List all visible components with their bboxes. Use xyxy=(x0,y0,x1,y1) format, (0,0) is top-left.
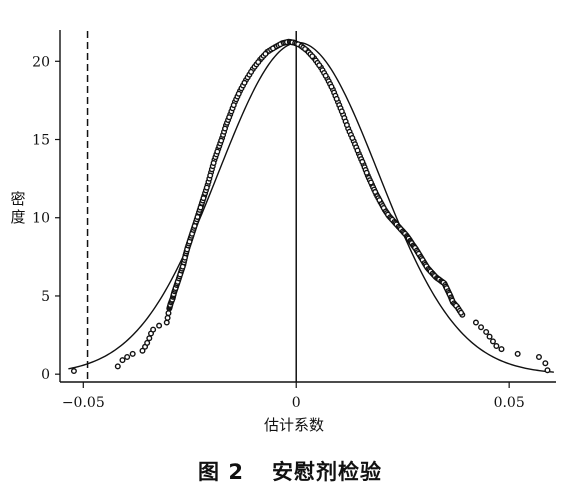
density-point xyxy=(164,314,171,321)
density-point xyxy=(478,324,485,331)
density-point xyxy=(165,310,172,317)
density-point xyxy=(241,79,248,86)
figure-caption: 图 2 安慰剂检验 xyxy=(0,456,580,486)
x-tick-label: 0.05 xyxy=(494,395,525,411)
density-point xyxy=(124,353,131,360)
density-point xyxy=(542,360,549,367)
x-axis-title: 估计系数 xyxy=(264,416,324,434)
density-point xyxy=(156,322,163,329)
density-point xyxy=(316,62,323,69)
density-point xyxy=(146,335,153,342)
density-point xyxy=(248,68,255,75)
axes xyxy=(59,30,556,383)
x-axis-ticks: −0.05 0 0.05 xyxy=(62,382,525,411)
y-tick-label: 15 xyxy=(32,133,50,149)
density-point xyxy=(139,347,146,354)
kernel-density-points xyxy=(70,38,551,375)
density-point xyxy=(255,59,262,66)
density-point xyxy=(163,319,170,326)
y-tick-label: 0 xyxy=(41,367,50,383)
density-point xyxy=(214,148,221,155)
density-point xyxy=(486,333,493,340)
density-point xyxy=(322,72,329,79)
y-tick-label: 20 xyxy=(32,54,50,70)
density-point xyxy=(544,367,551,374)
density-point xyxy=(354,147,361,154)
density-chart: 0 5 10 15 20 −0.05 0 0.05 估计系数 密 度 xyxy=(10,30,556,434)
x-tick-label: −0.05 xyxy=(62,395,105,411)
density-point xyxy=(458,309,465,316)
density-point xyxy=(343,122,350,129)
x-tick-label: 0 xyxy=(292,395,301,411)
figure-number: 图 2 xyxy=(198,460,244,484)
density-point xyxy=(114,363,121,370)
figure-title: 安慰剂检验 xyxy=(271,460,382,484)
density-point xyxy=(129,350,136,357)
normal-density-curve xyxy=(68,41,554,373)
density-point xyxy=(363,169,370,176)
density-point xyxy=(226,114,233,121)
density-point xyxy=(150,326,157,333)
density-point xyxy=(514,350,521,357)
density-point xyxy=(483,328,490,335)
density-point xyxy=(230,102,237,109)
density-point xyxy=(498,346,505,353)
reference-lines xyxy=(86,31,297,382)
y-axis-title: 密 度 xyxy=(10,190,25,226)
density-point xyxy=(210,159,217,166)
y-tick-label: 10 xyxy=(32,211,50,227)
density-point xyxy=(119,357,126,364)
density-point xyxy=(70,368,77,375)
density-point xyxy=(359,158,366,165)
density-point xyxy=(349,134,356,141)
density-point xyxy=(194,213,201,220)
density-point xyxy=(489,338,496,345)
density-point xyxy=(221,125,228,132)
density-point xyxy=(535,353,542,360)
density-point xyxy=(338,108,345,115)
density-point xyxy=(328,83,335,90)
y-axis-title-char-1: 密 xyxy=(10,190,25,208)
density-point xyxy=(207,172,214,179)
density-point xyxy=(218,137,225,144)
density-point xyxy=(144,339,151,346)
density-point xyxy=(472,319,479,326)
density-point xyxy=(203,184,210,191)
density-point xyxy=(493,343,500,350)
density-point xyxy=(367,179,374,186)
y-tick-label: 5 xyxy=(41,289,50,305)
y-axis-ticks: 0 5 10 15 20 xyxy=(32,54,60,383)
density-point xyxy=(302,45,309,52)
density-point xyxy=(262,50,269,57)
density-point xyxy=(333,95,340,102)
density-point xyxy=(197,204,204,211)
y-axis-title-char-2: 度 xyxy=(10,208,25,226)
density-point xyxy=(235,90,242,97)
density-point xyxy=(309,53,316,60)
density-point xyxy=(200,195,207,202)
